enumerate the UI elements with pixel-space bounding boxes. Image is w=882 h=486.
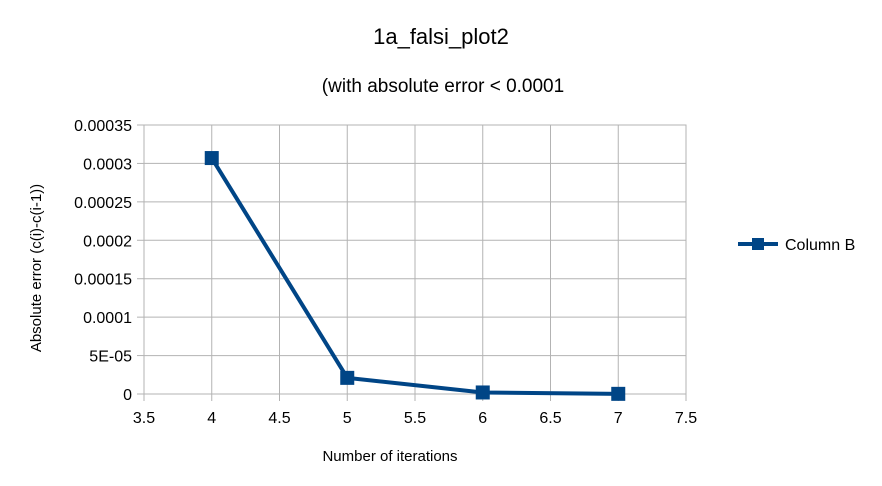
y-tick-label: 0.0002 (83, 233, 132, 250)
x-tick-label: 7 (614, 410, 623, 427)
y-tick-label: 0.00035 (74, 118, 132, 135)
x-tick-label: 7.5 (675, 410, 697, 427)
y-tick-label: 0.0003 (83, 156, 132, 173)
grid (137, 124, 687, 401)
legend: Column B (738, 237, 855, 254)
data-point-marker (340, 370, 355, 385)
y-tick-label: 0.00025 (74, 195, 132, 212)
y-axis-ticks: 0 5E-05 0.0001 0.00015 0.0002 0.00025 0.0003 0.… (74, 118, 132, 404)
x-tick-label: 3.5 (133, 410, 155, 427)
x-axis-label: Number of iterations (322, 448, 457, 465)
x-tick-label: 5 (343, 410, 352, 427)
y-tick-label: 0.00015 (74, 272, 132, 289)
legend-marker (752, 238, 764, 250)
data-point-marker (475, 385, 490, 400)
x-axis-ticks: 3.5 4 4.5 5 5.5 6 6.5 7 7.5 (133, 410, 697, 427)
y-tick-label: 0.0001 (83, 310, 132, 327)
legend-label-column-b: Column B (785, 237, 855, 254)
data-point-marker (204, 151, 219, 166)
y-tick-label: 0 (123, 387, 132, 404)
data-point-marker (611, 386, 626, 401)
x-tick-label: 4 (207, 410, 216, 427)
x-tick-label: 6 (478, 410, 487, 427)
y-axis-label: Absolute error (c(i)-c(i-1)) (28, 184, 45, 352)
series-group (204, 151, 626, 401)
x-tick-label: 5.5 (404, 410, 426, 427)
y-tick-label: 5E-05 (89, 349, 132, 366)
x-tick-label: 4.5 (268, 410, 290, 427)
series-line (210, 156, 619, 396)
chart-title: 1a_falsi_plot2 (373, 24, 509, 49)
x-tick-label: 6.5 (539, 410, 561, 427)
plot-area-border (143, 124, 687, 395)
chart-subtitle: (with absolute error < 0.0001 (322, 76, 564, 97)
